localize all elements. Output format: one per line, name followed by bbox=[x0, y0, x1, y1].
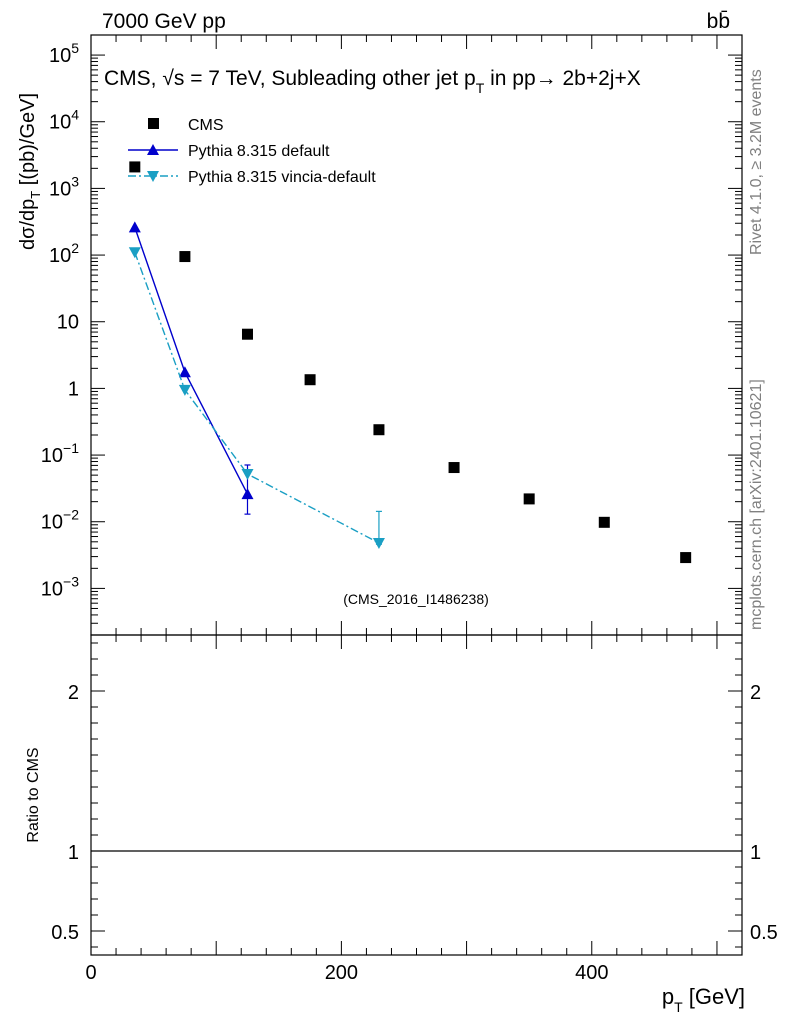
ratio-y-ticks bbox=[91, 642, 742, 948]
y-tick-label: 1 bbox=[68, 378, 79, 400]
legend-pythia-vincia-label: Pythia 8.315 vincia-default bbox=[188, 169, 376, 186]
main-y-minor-ticks bbox=[91, 34, 742, 636]
series-0 bbox=[129, 161, 692, 564]
ratio-y-tick-label: 2 bbox=[68, 682, 79, 704]
x-tick-label: 400 bbox=[575, 962, 608, 984]
legend-pythia-default-label: Pythia 8.315 default bbox=[188, 143, 330, 160]
legend-cms-marker bbox=[148, 118, 159, 129]
data-point bbox=[241, 328, 253, 340]
ratio-y-tick-label: 0.5 bbox=[51, 922, 79, 944]
data-point bbox=[241, 488, 254, 500]
main-y-major-ticks bbox=[91, 54, 742, 589]
data-point bbox=[129, 161, 141, 173]
ratio-panel: 2 2 1 1 0.5 0.5 0 200 400 Ratio to CMS pT [GeV] bbox=[25, 634, 778, 1015]
ratio-panel-frame bbox=[90, 634, 743, 956]
y-tick-label: 104 bbox=[49, 107, 79, 134]
main-y-axis-label: dσ/dpT [(pb)/GeV] bbox=[17, 93, 43, 250]
data-point bbox=[373, 424, 385, 436]
x-tick-labels: 0 200 400 bbox=[85, 962, 608, 984]
data-point bbox=[680, 552, 692, 564]
data-point bbox=[304, 374, 316, 386]
y-tick-label: 10−3 bbox=[41, 573, 79, 600]
plot-title: CMS, √s = 7 TeV, Subleading other jet pT… bbox=[104, 67, 641, 96]
ratio-y-axis-label: Ratio to CMS bbox=[25, 747, 42, 842]
main-x-ticks bbox=[90, 35, 743, 635]
data-point bbox=[178, 384, 191, 396]
ratio-y-tick-label: 1 bbox=[68, 842, 79, 864]
y-tick-label: 10−1 bbox=[41, 440, 79, 467]
rivet-version-label: Rivet 4.1.0, ≥ 3.2M events bbox=[748, 69, 765, 255]
legend: CMS Pythia 8.315 default Pythia 8.315 vi… bbox=[128, 117, 376, 186]
ratio-y-tick-label-right: 1 bbox=[750, 842, 761, 864]
energy-label: 7000 GeV pp bbox=[102, 10, 226, 33]
data-point bbox=[178, 366, 191, 378]
ratio-y-tick-labels: 2 2 1 1 0.5 0.5 bbox=[51, 682, 778, 944]
series-line bbox=[134, 252, 380, 544]
data-point bbox=[372, 537, 385, 549]
series-2 bbox=[128, 247, 385, 549]
x-tick-label: 200 bbox=[325, 962, 358, 984]
watermark-analysis-id: (CMS_2016_I1486238) bbox=[343, 591, 489, 607]
data-point bbox=[179, 251, 191, 263]
y-tick-label: 102 bbox=[49, 240, 79, 267]
legend-cms-label: CMS bbox=[188, 117, 224, 134]
y-tick-label: 10 bbox=[57, 312, 79, 334]
ratio-x-ticks bbox=[90, 635, 743, 955]
x-tick-label: 0 bbox=[85, 962, 96, 984]
series-layer bbox=[128, 161, 692, 564]
y-tick-label: 103 bbox=[49, 173, 79, 200]
data-point bbox=[128, 221, 141, 233]
legend-pythia-default-marker bbox=[147, 144, 159, 155]
data-point bbox=[241, 469, 254, 481]
data-point bbox=[523, 493, 535, 505]
data-point bbox=[128, 247, 141, 259]
mcplots-label: mcplots.cern.ch [arXiv:2401.10621] bbox=[748, 379, 765, 630]
legend-pythia-vincia-marker bbox=[147, 171, 159, 182]
process-label: bb̄ bbox=[707, 10, 730, 33]
y-tick-label: 10−2 bbox=[41, 507, 79, 534]
data-point bbox=[598, 516, 610, 528]
series-line bbox=[134, 227, 249, 495]
data-point bbox=[448, 462, 460, 474]
y-tick-label: 105 bbox=[49, 40, 79, 67]
ratio-y-tick-label-right: 0.5 bbox=[750, 922, 778, 944]
series-1 bbox=[128, 221, 254, 515]
x-axis-label: pT [GeV] bbox=[662, 984, 745, 1015]
ratio-y-tick-label-right: 2 bbox=[750, 682, 761, 704]
